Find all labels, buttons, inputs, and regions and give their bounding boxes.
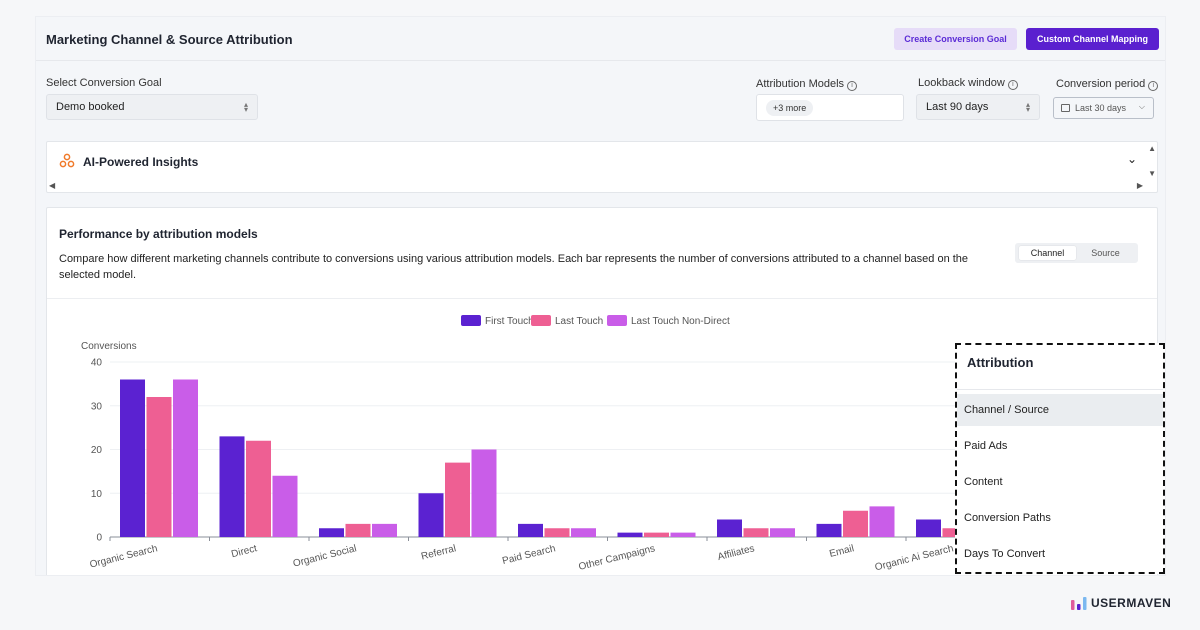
y-axis-label: Conversions [81, 341, 137, 352]
legend-label: Last Touch [555, 316, 603, 327]
lookback-label: Lookback window i [918, 77, 1018, 90]
bar [617, 532, 643, 537]
bar [518, 523, 543, 537]
y-tick-label: 30 [91, 401, 103, 412]
bar [445, 462, 470, 537]
x-tick-label: Direct [230, 543, 258, 560]
page-header: Marketing Channel & Source Attribution C… [36, 17, 1165, 61]
y-tick-label: 40 [91, 358, 103, 369]
x-tick-label: Organic Search [89, 543, 159, 570]
page-title: Marketing Channel & Source Attribution [46, 32, 293, 47]
lookback-value: Last 90 days [926, 101, 989, 113]
models-label: Attribution Models i [756, 78, 858, 91]
x-tick-label: Referral [420, 543, 457, 562]
attribution-item-days-to-convert[interactable]: Days To Convert [964, 548, 1046, 560]
chevron-down-icon: ⌵ [1138, 102, 1145, 111]
ai-insights-panel[interactable]: AI-Powered Insights ⌄ ◀ ▶ ▲ ▼ [46, 141, 1158, 193]
bar [418, 493, 444, 537]
bar [670, 532, 696, 537]
attribution-menu-title: Attribution [967, 355, 1034, 370]
models-label-text: Attribution Models [756, 78, 845, 90]
conversion-goal-value: Demo booked [56, 101, 125, 113]
ai-sparkle-icon [59, 153, 75, 168]
x-tick-label: Affiliates [717, 543, 756, 563]
attribution-item-content[interactable]: Content [964, 476, 1003, 488]
custom-channel-mapping-button[interactable]: Custom Channel Mapping [1026, 28, 1159, 50]
bar [173, 379, 198, 537]
toggle-source[interactable]: Source [1091, 248, 1120, 258]
y-tick-label: 0 [96, 533, 102, 544]
y-tick-label: 20 [91, 445, 103, 456]
bar [843, 510, 868, 537]
create-conversion-goal-button[interactable]: Create Conversion Goal [894, 28, 1017, 50]
bar [319, 528, 344, 537]
legend-label: Last Touch Non-Direct [631, 316, 730, 327]
bar [571, 528, 596, 537]
usermaven-logo: USERMAVEN [1071, 596, 1171, 610]
bar [372, 523, 397, 537]
y-tick-label: 10 [91, 489, 103, 500]
lookback-select[interactable]: Last 90 days ▴ ▾ [916, 94, 1040, 120]
attribution-bar-chart: First Touch Last Touch Last Touch Non-Dire… [81, 315, 1090, 573]
usermaven-logo-text: USERMAVEN [1091, 596, 1172, 610]
period-label-text: Conversion period [1056, 78, 1146, 90]
scroll-right-icon[interactable]: ▶ [1136, 181, 1143, 190]
divider [47, 298, 1157, 299]
attribution-menu: Attribution Channel / Source Paid Ads Co… [955, 343, 1165, 574]
conversion-period-select[interactable]: Last 30 days ⌵ [1053, 97, 1154, 119]
ai-insights-title: AI-Powered Insights [83, 155, 199, 169]
divider [957, 389, 1163, 390]
scroll-left-icon[interactable]: ◀ [49, 181, 56, 190]
bar [146, 397, 172, 537]
info-icon[interactable]: i [1007, 80, 1018, 90]
bar [246, 440, 271, 537]
updown-icon: ▴ ▾ [1025, 100, 1030, 114]
calendar-icon [1061, 104, 1070, 112]
models-more-chip[interactable]: +3 more [766, 100, 814, 116]
goal-label: Select Conversion Goal [46, 77, 162, 89]
scroll-up-icon[interactable]: ▲ [1148, 144, 1156, 153]
attribution-item-channel-source[interactable]: Channel / Source [957, 394, 1163, 426]
x-tick-label: Organic Social [292, 543, 358, 569]
bar [816, 523, 842, 537]
bar [770, 528, 795, 537]
legend-swatch [531, 315, 551, 326]
legend-swatch [461, 315, 481, 326]
period-label: Conversion period i [1056, 78, 1159, 91]
lookback-label-text: Lookback window [918, 77, 1005, 89]
x-tick-label: Organic Ai Search [874, 543, 955, 573]
conversion-period-value: Last 30 days [1075, 103, 1127, 113]
info-icon[interactable]: i [1148, 81, 1159, 91]
bar [120, 379, 145, 537]
attribution-models-select[interactable]: +3 more [756, 94, 904, 121]
bar [272, 475, 298, 537]
legend-swatch [607, 315, 627, 326]
bar [345, 523, 371, 537]
bar [219, 436, 245, 537]
attribution-item-paid-ads[interactable]: Paid Ads [964, 440, 1008, 452]
legend-label: First Touch [485, 316, 534, 327]
performance-title: Performance by attribution models [59, 227, 258, 241]
bar [717, 519, 742, 537]
info-icon[interactable]: i [847, 81, 858, 91]
bar [869, 506, 895, 537]
updown-icon: ▴ ▾ [243, 100, 248, 114]
performance-description: Compare how different marketing channels… [59, 253, 969, 281]
bar [743, 528, 769, 537]
attribution-item-conversion-paths[interactable]: Conversion Paths [964, 512, 1051, 524]
toggle-channel[interactable]: Channel [1019, 246, 1076, 260]
chevron-down-icon[interactable]: ⌄ [1126, 152, 1137, 166]
bar [644, 532, 669, 537]
bar [471, 449, 497, 537]
x-tick-label: Email [828, 543, 855, 560]
x-tick-label: Other Campaigns [578, 543, 657, 573]
goal-label-text: Select Conversion Goal [46, 77, 162, 89]
bar [916, 519, 941, 537]
scroll-down-icon[interactable]: ▼ [1148, 169, 1156, 178]
channel-source-toggle[interactable]: Channel Source [1015, 243, 1138, 263]
conversion-goal-select[interactable]: Demo booked ▴ ▾ [46, 94, 258, 120]
x-tick-label: Paid Search [501, 543, 557, 567]
usermaven-logo-icon [1071, 597, 1087, 610]
bar [544, 528, 570, 537]
